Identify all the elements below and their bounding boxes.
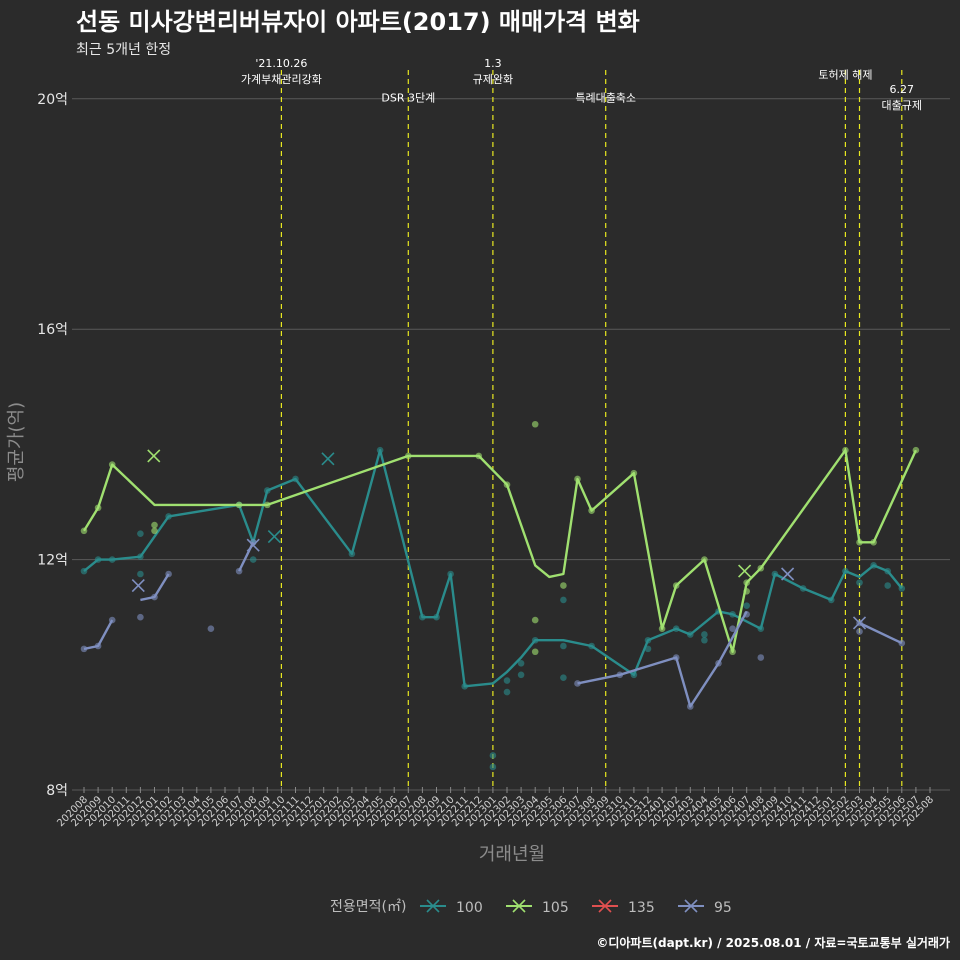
event-label: 규제완화	[473, 73, 513, 86]
chart-title: 선동 미사강변리버뷰자이 아파트(2017) 매매가격 변화	[76, 8, 640, 36]
legend-label: 105	[542, 900, 569, 916]
legend-title: 전용면적(㎡)	[330, 899, 406, 915]
cross-marker-95	[781, 567, 795, 581]
data-point-95	[856, 628, 863, 635]
y-tick-label: 12억	[37, 553, 68, 569]
data-point-100	[489, 752, 497, 759]
series-line-95	[83, 619, 114, 651]
legend-entry-95: 95	[678, 899, 732, 916]
cross-marker-100	[321, 452, 335, 466]
series-line-95	[858, 621, 903, 645]
series-layer	[80, 420, 920, 771]
data-point-100	[249, 556, 257, 563]
data-point-100	[560, 674, 567, 681]
data-point-95	[757, 654, 765, 661]
data-point-100	[137, 570, 144, 578]
data-point-105	[531, 616, 539, 624]
data-point-105	[531, 648, 539, 656]
chart-subtitle: 최근 5개년 한정	[76, 42, 171, 58]
y-tick-label: 20억	[37, 92, 68, 108]
data-point-105	[531, 420, 539, 428]
cross-marker-105	[738, 564, 752, 578]
legend-label: 95	[714, 900, 732, 916]
y-tick-label: 16억	[37, 322, 68, 338]
data-point-100	[560, 596, 567, 604]
data-point-100	[517, 671, 525, 679]
legend-swatch-cross	[598, 899, 612, 913]
cross-marker-95	[131, 578, 145, 593]
data-point-105	[151, 521, 158, 529]
data-point-95	[729, 625, 736, 633]
source-caption: ©디아파트(dapt.kr) / 2025.08.01 / 자료=국토교통부 실…	[596, 935, 950, 950]
event-label: 토허제 해제	[818, 68, 872, 82]
event-label: 가계부채관리강화	[241, 73, 322, 86]
data-point-95	[207, 625, 215, 633]
legend: 전용면적(㎡) 100 105 135 95	[330, 899, 732, 916]
y-axis-title: 평균가(억)	[6, 402, 27, 482]
cross-marker-95	[852, 616, 867, 630]
grid	[72, 98, 950, 791]
data-point-100	[517, 659, 525, 667]
data-point-100	[884, 582, 891, 589]
data-point-105	[560, 582, 567, 589]
data-point-100	[137, 530, 144, 537]
series-line-95	[577, 610, 748, 708]
cross-marker-105	[147, 449, 161, 463]
data-point-100	[701, 636, 708, 644]
data-point-100	[856, 579, 863, 586]
legend-swatch-cross	[426, 899, 440, 913]
x-axis: 2020082020092020102020112020122021012021…	[55, 787, 936, 829]
data-point-105	[151, 527, 158, 535]
event-label: 특례대출축소	[575, 92, 636, 105]
cross-marker-100	[267, 529, 281, 544]
data-point-95	[574, 680, 581, 687]
y-tick-label: 8억	[46, 783, 68, 799]
event-label: '21.10.26	[255, 57, 307, 70]
data-point-100	[489, 763, 497, 771]
event-label: 6.27	[890, 83, 915, 96]
legend-entry-100: 100	[420, 899, 483, 916]
series-line-100	[83, 449, 903, 688]
legend-label: 100	[456, 900, 483, 916]
data-point-100	[503, 688, 511, 696]
data-point-100	[701, 631, 708, 638]
event-label: DSR 3단계	[381, 92, 435, 105]
data-point-100	[503, 677, 511, 684]
legend-entry-105: 105	[506, 899, 569, 916]
y-axis: 8억 12억 16억 20억	[37, 92, 68, 799]
series-line-105	[82, 449, 917, 653]
data-point-100	[743, 602, 750, 609]
data-point-95	[137, 613, 144, 621]
event-label: 1.3	[484, 57, 502, 70]
x-axis-title: 거래년월	[479, 844, 545, 865]
legend-swatch-cross	[684, 899, 698, 913]
data-point-100	[560, 642, 567, 650]
series-line-95	[140, 573, 170, 602]
legend-entry-135: 135	[592, 899, 655, 916]
legend-label: 135	[628, 900, 655, 916]
cross-marker-95	[246, 538, 260, 552]
event-label: 대출규제	[882, 99, 922, 112]
legend-swatch-cross	[512, 899, 526, 913]
